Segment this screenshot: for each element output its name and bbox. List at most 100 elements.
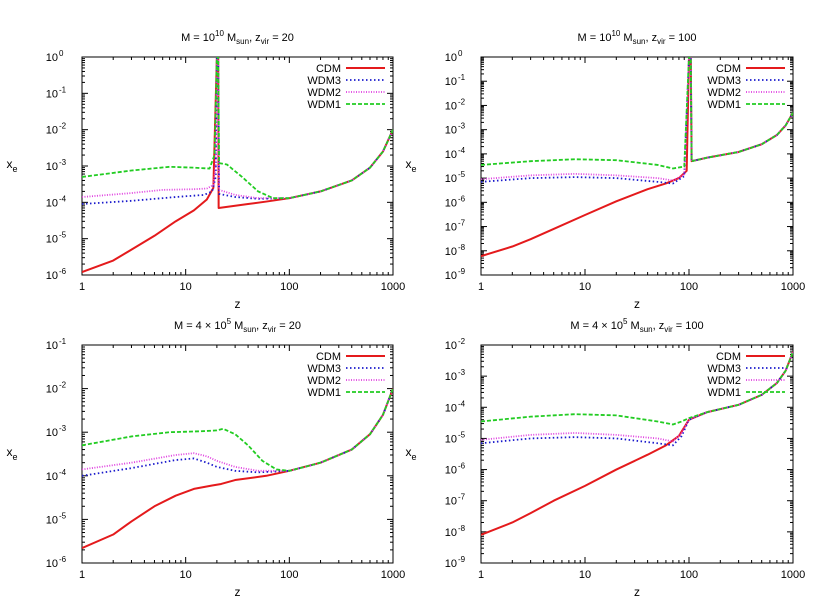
y-tick-label-base: 10 <box>46 234 58 246</box>
chart-title: M = 1010 Msun, zvir = 100 <box>578 29 697 46</box>
y-tick-label-base: 10 <box>445 433 457 445</box>
legend-label-wdm1: WDM1 <box>707 99 741 111</box>
plot-frame <box>81 344 394 564</box>
chart-panel-2: 1 10 100 100010-910-810-710-610-510-410-310… <box>405 29 805 311</box>
series-line-wdm3 <box>481 351 793 447</box>
y-tick-label-exp: -2 <box>59 381 67 390</box>
y-tick-label-exp: -3 <box>458 368 466 377</box>
y-tick-label-exp: -4 <box>59 194 67 203</box>
y-tick-label-exp: -2 <box>458 97 466 106</box>
series-line-cdm <box>82 388 393 549</box>
y-tick-label-base: 10 <box>46 471 58 483</box>
series-group <box>82 57 393 274</box>
x-tick-label: 1000 <box>781 281 805 293</box>
x-tick-label: 10 <box>180 281 192 293</box>
series-line-wdm3 <box>82 388 393 477</box>
x-tick-label: 1000 <box>381 281 405 293</box>
y-tick-label-base: 10 <box>445 173 457 185</box>
chart-title: M = 4 × 105 Msun, zvir = 20 <box>174 317 301 334</box>
series-line-wdm1 <box>82 57 393 200</box>
legend-label-cdm: CDM <box>716 351 741 363</box>
y-tick-label-base: 10 <box>46 340 58 352</box>
legend-label-cdm: CDM <box>316 63 341 75</box>
x-tick-label: 1 <box>79 281 85 293</box>
y-tick-label-base: 10 <box>445 270 457 282</box>
x-tick-label: 1000 <box>781 569 805 581</box>
y-tick-label-base: 10 <box>445 125 457 137</box>
x-tick-label: 100 <box>280 569 298 581</box>
y-tick-label-base: 10 <box>445 246 457 258</box>
x-tick-label: 10 <box>579 281 591 293</box>
y-tick-label-exp: -3 <box>59 158 67 167</box>
legend-label-cdm: CDM <box>716 63 741 75</box>
y-tick-label-exp: -1 <box>458 73 466 82</box>
y-tick-label-base: 10 <box>445 465 457 477</box>
plot-frame <box>480 56 794 276</box>
y-tick-label-base: 10 <box>445 371 457 383</box>
y-tick-label-base: 10 <box>46 125 58 137</box>
y-tick-label-exp: -1 <box>59 337 67 346</box>
y-tick-label-exp: -7 <box>458 493 466 502</box>
y-tick-label-base: 10 <box>445 558 457 570</box>
x-tick-label: 1 <box>478 569 484 581</box>
x-axis-title: z <box>235 585 241 598</box>
series-line-cdm <box>481 57 793 258</box>
y-tick-label-exp: -2 <box>59 122 67 131</box>
series-line-wdm1 <box>481 57 793 170</box>
y-tick-label-exp: 0 <box>458 49 463 58</box>
x-tick-label: 100 <box>280 281 298 293</box>
series-line-wdm2 <box>481 351 793 443</box>
y-tick-label-exp: -5 <box>59 231 67 240</box>
plot-frame <box>480 344 794 564</box>
y-tick-label-exp: -3 <box>59 424 67 433</box>
y-tick-label-base: 10 <box>445 52 457 64</box>
legend-label-wdm2: WDM2 <box>307 87 341 99</box>
x-tick-label: 10 <box>180 569 192 581</box>
y-tick-label-exp: -5 <box>59 511 67 520</box>
y-tick-label-exp: -6 <box>458 194 466 203</box>
y-tick-label-exp: -4 <box>458 399 466 408</box>
series-line-wdm1 <box>82 388 393 472</box>
legend-label-wdm2: WDM2 <box>707 375 741 387</box>
y-tick-label-exp: -2 <box>458 337 466 346</box>
y-tick-label-base: 10 <box>445 222 457 234</box>
y-tick-label-base: 10 <box>46 197 58 209</box>
series-line-wdm3 <box>82 57 393 205</box>
chart-title: M = 1010 Msun, zvir = 20 <box>181 29 294 46</box>
series-line-wdm1 <box>481 351 793 426</box>
y-tick-label-exp: -8 <box>458 524 466 533</box>
legend-label-wdm1: WDM1 <box>707 387 741 399</box>
chart-title: M = 4 × 105 Msun, zvir = 100 <box>570 317 703 334</box>
x-tick-label: 100 <box>680 281 698 293</box>
y-tick-label-exp: -9 <box>458 555 466 564</box>
y-axis-title: xe <box>6 157 17 174</box>
y-tick-label-exp: -6 <box>59 555 67 564</box>
x-axis-title: z <box>634 585 640 598</box>
series-group <box>481 351 793 536</box>
y-tick-label-base: 10 <box>46 270 58 282</box>
y-tick-label-base: 10 <box>445 527 457 539</box>
chart-panel-4: 1 10 100 100010-910-810-710-610-510-410-310… <box>405 317 805 598</box>
legend-label-wdm3: WDM3 <box>707 363 741 375</box>
y-tick-label-exp: -6 <box>458 462 466 471</box>
legend-label-wdm2: WDM2 <box>707 87 741 99</box>
y-tick-label-base: 10 <box>46 88 58 100</box>
x-axis-title: z <box>634 297 640 311</box>
x-tick-label: 100 <box>680 569 698 581</box>
y-tick-label-exp: -3 <box>458 122 466 131</box>
y-tick-label-exp: -8 <box>458 243 466 252</box>
y-tick-label-base: 10 <box>46 427 58 439</box>
x-axis-title: z <box>235 297 241 311</box>
series-line-wdm2 <box>82 388 393 472</box>
y-tick-label-base: 10 <box>445 496 457 508</box>
y-tick-label-exp: -4 <box>458 146 466 155</box>
series-group <box>481 57 793 258</box>
y-tick-label-base: 10 <box>445 402 457 414</box>
y-tick-label-exp: -7 <box>458 219 466 228</box>
y-tick-label-base: 10 <box>46 161 58 173</box>
legend-label-cdm: CDM <box>316 351 341 363</box>
y-axis-title: xe <box>405 445 416 462</box>
y-tick-label-exp: -6 <box>59 267 67 276</box>
y-tick-label-exp: -9 <box>458 267 466 276</box>
